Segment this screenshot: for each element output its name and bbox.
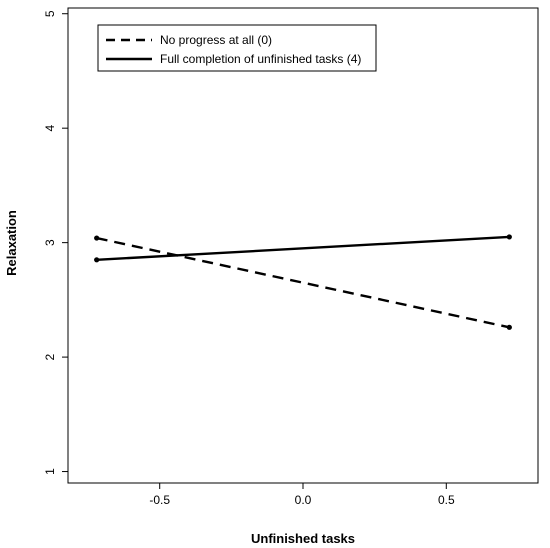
y-tick-label: 5 [43, 10, 57, 17]
series-layer [94, 234, 512, 330]
x-tick-label: 0.0 [295, 493, 312, 507]
y-axis-title: Relaxation [4, 210, 19, 276]
x-tick-label: 0.5 [438, 493, 455, 507]
y-tick-label: 3 [43, 239, 57, 246]
x-axis-title: Unfinished tasks [251, 531, 355, 546]
legend-box [97, 24, 377, 72]
y-axis: 1 2 3 4 5 [43, 10, 68, 475]
y-tick-label: 1 [43, 468, 57, 475]
x-tick-label: -0.5 [149, 493, 170, 507]
y-tick-label: 4 [43, 125, 57, 132]
legend-label-0: No progress at all (0) [160, 33, 272, 47]
data-point [506, 324, 512, 330]
data-point [94, 257, 100, 263]
legend-label-1: Full completion of unfinished tasks (4) [160, 52, 361, 66]
series-line-1 [96, 235, 510, 262]
legend: No progress at all (0) Full completion of… [97, 24, 377, 72]
plot-frame [67, 7, 539, 484]
data-point [506, 234, 512, 240]
data-point [94, 235, 100, 241]
x-axis: -0.5 0.0 0.5 [149, 483, 455, 507]
series-line-0 [96, 236, 510, 329]
y-tick-label: 2 [43, 353, 57, 360]
